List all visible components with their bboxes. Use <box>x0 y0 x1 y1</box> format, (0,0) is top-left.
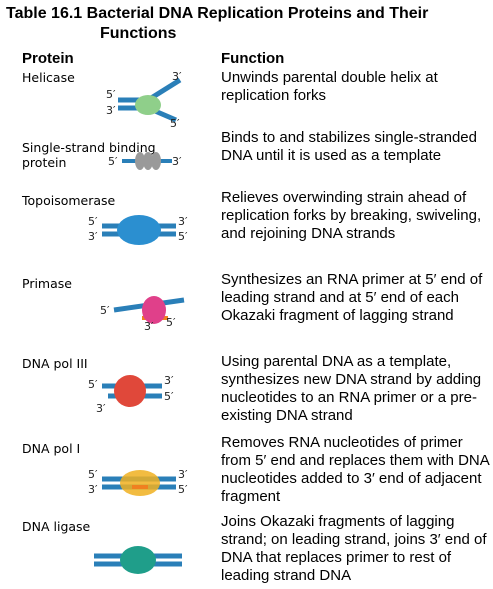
dna-end-label: 5′ <box>100 304 110 317</box>
dna-end-label: 3′ <box>88 483 98 496</box>
helicase-protein-shape <box>135 95 161 115</box>
protein-name-helicase: Helicase <box>22 70 75 85</box>
function-ssb: Binds to and stabilizes single-stranded … <box>221 129 477 164</box>
dna-ligase-diagram <box>94 546 182 574</box>
function-primase: Synthesizes an RNA primer at 5′ end of l… <box>221 271 483 324</box>
topoisomerase-diagram: 5′ 3′ 3′ 5′ <box>88 215 188 245</box>
table-title-line1: Table 16.1 Bacterial DNA Replication Pro… <box>6 5 429 22</box>
protein-name-dna-ligase: DNA ligase <box>22 519 91 534</box>
dna-end-label: 3′ <box>106 104 116 117</box>
dna-end-label: 5′ <box>108 155 118 168</box>
dna-end-label: 3′ <box>144 320 154 333</box>
helicase-diagram: 3′ 5′ 3′ 5′ <box>106 70 182 130</box>
dna-end-label: 3′ <box>88 230 98 243</box>
dna-end-label: 3′ <box>178 468 188 481</box>
dna-end-label: 5′ <box>106 88 116 101</box>
protein-name-dna-pol-3: DNA pol III <box>22 356 88 371</box>
function-column-header: Function <box>221 50 285 67</box>
dna-end-label: 3′ <box>172 155 182 168</box>
dna-end-label: 5′ <box>88 468 98 481</box>
dna-end-label: 5′ <box>88 378 98 391</box>
protein-name-topoisomerase: Topoisomerase <box>22 193 116 208</box>
dna-end-label: 5′ <box>166 316 176 329</box>
dna-end-label: 3′ <box>178 215 188 228</box>
function-helicase: Unwinds parental double helix at replica… <box>221 69 438 104</box>
protein-column-header: Protein <box>22 50 74 67</box>
dna-end-label: 5′ <box>170 117 180 130</box>
dna-end-label: 3′ <box>164 374 174 387</box>
ssb-diagram: 5′ 3′ <box>108 152 182 170</box>
dna-end-label: 5′ <box>178 230 188 243</box>
table-title-line2: Functions <box>100 25 177 42</box>
dna-pol-3-diagram: 5′ 3′ 5′ 3′ <box>88 374 174 415</box>
dna-pol-1-diagram: 5′ 3′ 3′ 5′ <box>88 468 188 496</box>
dna-end-label: 3′ <box>96 402 106 415</box>
protein-name-primase: Primase <box>22 276 72 291</box>
function-dna-ligase: Joins Okazaki fragments of lagging stran… <box>221 513 487 584</box>
dna-end-label: 3′ <box>172 70 182 83</box>
dna-end-label: 5′ <box>178 483 188 496</box>
protein-name-ssb: Single-strand binding protein <box>22 140 156 170</box>
function-dna-pol-3: Using parental DNA as a template, synthe… <box>221 353 482 424</box>
function-topoisomerase: Relieves overwinding strain ahead of rep… <box>221 189 482 242</box>
dna-end-label: 5′ <box>88 215 98 228</box>
protein-name-dna-pol-1: DNA pol I <box>22 441 81 456</box>
dna-end-label: 5′ <box>164 390 174 403</box>
function-dna-pol-1: Removes RNA nucleotides of primer from 5… <box>221 434 489 505</box>
primase-diagram: 5′ 3′ 5′ <box>100 296 185 333</box>
table-title: Table 16.1 Bacterial DNA Replication Pro… <box>6 4 491 44</box>
